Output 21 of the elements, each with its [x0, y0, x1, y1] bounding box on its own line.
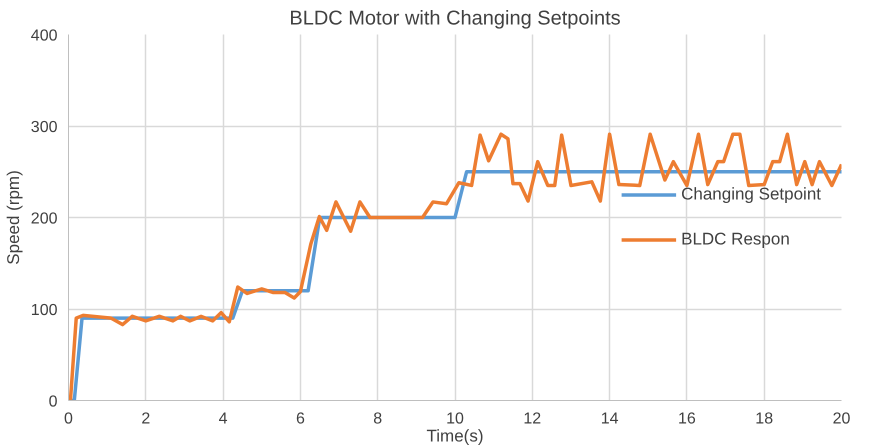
x-tick-label: 12	[523, 410, 542, 428]
x-tick-label: 2	[141, 410, 150, 428]
x-tick-label: 10	[446, 410, 464, 428]
x-tick-label: 14	[600, 410, 619, 428]
y-tick-label: 100	[30, 302, 58, 319]
x-axis-title: Time(s)	[426, 426, 484, 446]
x-tick-label: 4	[218, 410, 228, 428]
chart-title: BLDC Motor with Changing Setpoints	[289, 8, 621, 30]
legend-label: BLDC Respon	[681, 230, 790, 250]
y-axis-title: Speed (rpm)	[4, 170, 23, 265]
x-tick-label: 0	[64, 410, 74, 428]
x-tick-label: 6	[296, 410, 305, 428]
y-tick-label: 0	[48, 394, 58, 410]
y-tick-label: 300	[30, 119, 58, 136]
x-tick-label: 8	[373, 410, 382, 428]
legend-label: Changing Setpoint	[681, 184, 821, 204]
x-tick-label: 16	[678, 410, 696, 428]
y-tick-label: 400	[30, 28, 58, 44]
y-tick-label: 200	[30, 210, 58, 228]
x-tick-label: 18	[755, 410, 774, 428]
x-tick-label: 20	[832, 410, 850, 428]
